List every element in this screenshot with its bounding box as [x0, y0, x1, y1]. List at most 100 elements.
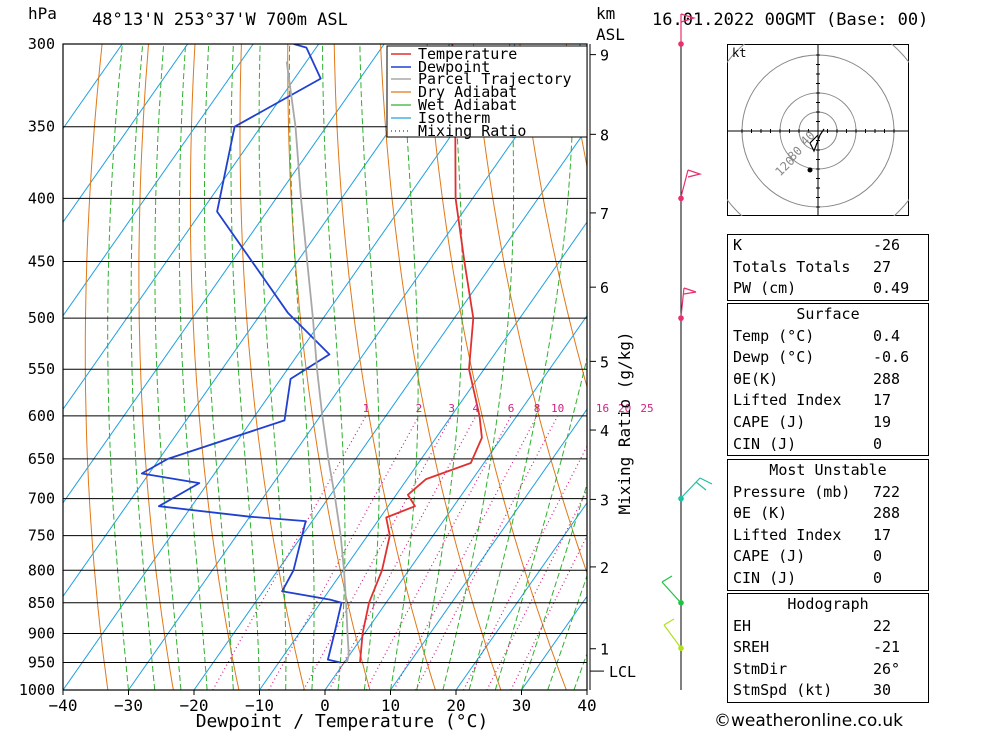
temp-tick-label: 0 [320, 696, 330, 715]
series-dewpoint [140, 44, 343, 664]
isotherm-line [128, 44, 582, 690]
totals-totals-row: Totals Totals 27 [728, 257, 928, 279]
legend-wet-adiabat: Wet Adiabat [418, 96, 517, 114]
surface-cin-label: CIN (J) [733, 434, 797, 453]
km-tick-label: 8 [600, 126, 609, 144]
mixing-ratio-line [393, 415, 538, 690]
surface-table: Surface Temp (°C) 0.4 Dewp (°C) -0.6 θE(K)… [727, 303, 929, 457]
km-tick-label: 1 [600, 641, 609, 659]
datetime-title: 16.01.2022 00GMT (Base: 00) [652, 10, 929, 30]
dry-adiabat-line [659, 44, 720, 690]
mixing-ratio-label: 25 [640, 402, 653, 415]
sreh-label: SREH [733, 638, 770, 657]
wet-adiabat-line [442, 44, 515, 690]
profile-lines [140, 44, 483, 664]
mixing-ratio-line [415, 415, 559, 690]
mu-thetae-label: θE (K) [733, 504, 788, 523]
dry-adiabat-line [426, 44, 567, 690]
dry-adiabat-line [380, 44, 502, 690]
isotherm-line [63, 44, 385, 504]
pressure-tick-label: 500 [28, 309, 55, 327]
temp-tick-label: 20 [446, 696, 465, 715]
surface-temp-value: 0.4 [873, 326, 901, 345]
mixing-ratio-label: 1 [363, 402, 370, 415]
mu-row: Lifted Index 17 [728, 525, 928, 547]
mu-cin-label: CIN (J) [733, 568, 797, 587]
pressure-tick-label: 650 [28, 450, 55, 468]
stmdir-label: StmDir [733, 659, 788, 678]
mu-row: CAPE (J) 0 [728, 546, 928, 568]
surface-row: Dewp (°C) -0.6 [728, 347, 928, 369]
km-tick-label: 6 [600, 279, 609, 297]
wet-adiabat-line [359, 44, 380, 690]
surface-thetae-value: 288 [873, 369, 901, 388]
pw-row: PW (cm) 0.49 [728, 278, 928, 300]
dry-adiabat-line [565, 44, 587, 169]
wet-adiabat-line [573, 652, 587, 690]
isotherm-line [193, 127, 587, 690]
mixing-ratio-label: 3 [448, 402, 455, 415]
isotherm-line [259, 221, 587, 690]
wet-adiabat-line [130, 44, 156, 690]
mu-pressure-label: Pressure (mb) [733, 482, 851, 501]
pressure-tick-label: 600 [28, 407, 55, 425]
mixing-ratio-label: 8 [534, 402, 541, 415]
hodograph-table: Hodograph EH 22 SREH -21 StmDir 26° StmSpd … [727, 593, 929, 703]
temp-tick-label: −30 [114, 696, 143, 715]
storm-motion-dot [807, 167, 813, 173]
stmdir-value: 26° [873, 659, 901, 678]
copyright[interactable]: ©weatheronline.co.uk [714, 711, 904, 731]
most-unstable-title: Most Unstable [769, 461, 887, 479]
surface-li-value: 17 [873, 391, 892, 410]
most-unstable-table: Most Unstable Pressure (mb) 722 θE (K) 288… [727, 459, 929, 591]
pressure-tick-label: 550 [28, 360, 55, 378]
wet-adiabat-line [204, 44, 234, 690]
hodo-row: StmDir 26° [728, 659, 928, 681]
surface-row: Temp (°C) 0.4 [728, 326, 928, 348]
mu-row: CIN (J) 0 [728, 568, 928, 590]
wind-barb [663, 618, 682, 649]
lcl-label: LCL [609, 663, 636, 681]
dry-adiabat-line [519, 44, 587, 389]
wind-barb [680, 13, 697, 44]
pressure-tick-label: 1000 [19, 681, 55, 699]
totals-totals-value: 27 [873, 257, 892, 276]
temp-tick-label: 40 [577, 696, 596, 715]
isotherm-line [390, 408, 587, 690]
isotherm-line [63, 44, 516, 690]
legend-parcel: Parcel Trajectory [418, 70, 572, 88]
series-temperature [359, 44, 483, 663]
surface-row: Lifted Index 17 [728, 390, 928, 412]
wet-adiabat-line [230, 44, 260, 690]
mu-li-label: Lifted Index [733, 525, 842, 544]
skewt-chart: 3003504004505005506006507007508008509009… [19, 13, 720, 732]
km-tick-label: 2 [600, 559, 609, 577]
mixing-ratio-label: 6 [508, 402, 515, 415]
hodo-row: StmSpd (kt) 30 [728, 680, 928, 702]
mu-cin-value: 0 [873, 568, 883, 587]
isotherm-line [63, 44, 451, 598]
wet-adiabat-line [258, 44, 287, 690]
mixing-ratio-labels: 1 2 3 4 6 8 10 16 20 25 [363, 402, 654, 415]
sreh-value: -21 [873, 638, 901, 657]
mu-li-value: 17 [873, 525, 892, 544]
mixing-ratio-line [365, 415, 512, 690]
dry-adiabat-line [84, 44, 109, 690]
surface-dewp-label: Dewp (°C) [733, 348, 815, 367]
temp-tick-label: −40 [49, 696, 78, 715]
axis-labels: 3003504004505005506006507007508008509009… [19, 35, 597, 715]
legend: Temperature Dewpoint Parcel Trajectory D… [386, 45, 588, 140]
wet-adiabat-line [178, 44, 208, 690]
pressure-tick-label: 750 [28, 527, 55, 545]
mu-pressure-value: 722 [873, 482, 901, 501]
pw-label: PW (cm) [733, 279, 797, 298]
pressure-tick-label: 300 [28, 35, 55, 53]
mixing-ratio-label: 16 [596, 402, 609, 415]
legend-isotherm: Isotherm [418, 109, 490, 127]
surface-cin-value: 0 [873, 434, 883, 453]
mu-row: θE (K) 288 [728, 503, 928, 525]
series-parcel-trajectory [285, 61, 350, 663]
isotherm-line [63, 44, 123, 130]
